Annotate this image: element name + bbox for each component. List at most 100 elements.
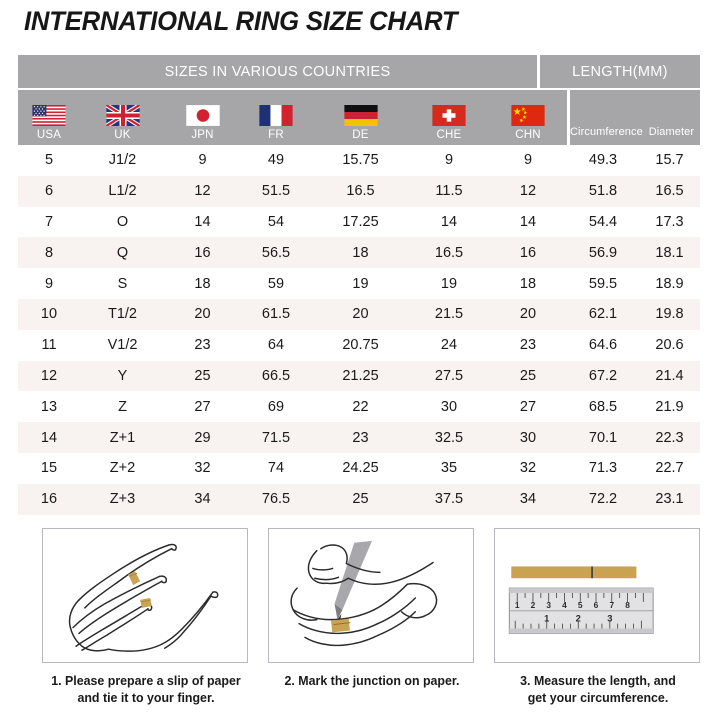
cell-uk: Z+1 [109, 429, 136, 446]
column-header-fr: FR [240, 90, 312, 145]
cell-che: 16.5 [434, 244, 464, 261]
cell-che: 35 [440, 460, 458, 477]
cell-diameter: 19.8 [655, 306, 684, 323]
cell-usa: 14 [40, 429, 58, 446]
cell-fr: 74 [267, 460, 285, 477]
cell-circumference: 67.2 [588, 367, 618, 384]
cell-uk: Z+3 [109, 491, 136, 508]
cell-jpn: 32 [194, 460, 211, 477]
cell-circumference: 54.4 [588, 213, 618, 230]
instruction-step-1: 1. Please prepare a slip of paper and ti… [42, 528, 250, 707]
cell-fr: 49 [267, 152, 285, 169]
country-columns-header: USA UK [18, 90, 567, 145]
cell-chn: 14 [519, 213, 537, 230]
cell-diameter: 23.1 [655, 491, 684, 508]
cell-de: 16.5 [346, 183, 375, 200]
header-divider-2 [567, 90, 570, 145]
cell-jpn: 14 [194, 213, 211, 230]
cell-de: 23 [352, 429, 369, 446]
cell-uk: Z [118, 398, 127, 415]
instruction-line-3a: 3. Measure the length, and [520, 673, 676, 688]
cell-diameter: 18.1 [655, 244, 684, 261]
cell-usa: 8 [44, 244, 54, 261]
column-label-circumference: Circumference [570, 126, 643, 138]
cell-circumference: 56.9 [588, 244, 618, 261]
column-header-chn: CHN [489, 90, 567, 145]
cell-jpn: 9 [198, 152, 207, 169]
cell-diameter: 20.6 [655, 337, 684, 354]
cell-circumference: 64.6 [588, 337, 618, 354]
cell-che: 27.5 [434, 367, 464, 384]
cell-circumference: 62.1 [588, 306, 618, 323]
cell-jpn: 25 [194, 367, 211, 384]
cell-de: 21.25 [342, 367, 379, 384]
cell-uk: Z+2 [109, 460, 136, 477]
ruler-top-tick-label: 3 [546, 600, 551, 610]
cell-uk: J1/2 [108, 152, 137, 169]
cell-diameter: 21.9 [655, 398, 684, 415]
cell-usa: 10 [40, 306, 58, 323]
cell-fr: 51.5 [261, 183, 291, 200]
cell-diameter: 17.3 [655, 213, 684, 230]
column-header-che: CHE [409, 90, 489, 145]
instructions-section: 1. Please prepare a slip of paper and ti… [0, 528, 720, 720]
cell-de: 22 [352, 398, 369, 415]
cell-circumference: 49.3 [588, 152, 618, 169]
cell-de: 20 [352, 306, 369, 323]
cell-chn: 32 [519, 460, 537, 477]
cell-diameter: 18.9 [655, 275, 684, 292]
table-row: 16 Z+3 34 76.5 25 37.5 34 72.2 23.1 [18, 483, 700, 515]
hand-marking-with-pen-illustration [268, 528, 474, 663]
cell-uk: S [117, 275, 128, 292]
cell-chn: 16 [519, 244, 537, 261]
ruler-bottom-tick-label: 1 [544, 614, 549, 624]
cell-diameter: 22.7 [655, 460, 684, 477]
ruler-top-tick-label: 2 [531, 600, 536, 610]
instruction-line-1b: and tie it to your finger. [77, 690, 215, 706]
cell-chn: 30 [519, 429, 537, 446]
cell-uk: L1/2 [108, 183, 137, 200]
column-header-jpn: JPN [165, 90, 240, 145]
table-row: 12 Y 25 66.5 21.25 27.5 25 67.2 21.4 [18, 360, 700, 392]
cell-diameter: 22.3 [655, 429, 684, 446]
ruler-top-tick-label: 6 [594, 600, 599, 610]
column-header-uk: UK [80, 90, 165, 145]
header-divider [537, 55, 540, 88]
cell-circumference: 72.2 [588, 491, 618, 508]
cell-chn: 34 [519, 491, 537, 508]
cell-usa: 5 [44, 152, 54, 169]
cell-de: 17.25 [342, 213, 379, 230]
cell-de: 25 [352, 491, 369, 508]
ruler-top-tick-label: 8 [625, 600, 630, 610]
table-row: 9 S 18 59 19 19 18 59.5 18.9 [18, 268, 700, 299]
cell-che: 21.5 [434, 306, 464, 323]
cell-fr: 56.5 [261, 244, 291, 261]
cell-che: 14 [440, 213, 458, 230]
hand-with-paper-strip-illustration [42, 528, 248, 663]
cell-che: 9 [444, 152, 454, 169]
table-row: 5 J1/2 9 49 15.75 9 9 49.3 15.7 [18, 145, 700, 176]
flag-germany-icon [343, 105, 378, 126]
cell-che: 30 [440, 398, 458, 415]
cell-chn: 23 [519, 337, 537, 354]
cell-fr: 76.5 [261, 491, 291, 508]
cell-fr: 64 [267, 337, 285, 354]
column-label-che: CHE [436, 129, 462, 141]
flag-usa-icon [32, 105, 66, 126]
cell-diameter: 21.4 [655, 367, 684, 384]
column-label-uk: UK [114, 129, 131, 141]
table-row: 6 L1/2 12 51.5 16.5 11.5 12 51.8 16.5 [18, 175, 700, 207]
column-header-de: DE [312, 90, 409, 145]
table-row: 7 O 14 54 17.25 14 14 54.4 17.3 [18, 206, 700, 238]
cell-usa: 16 [40, 491, 58, 508]
cell-che: 24 [440, 337, 458, 354]
cell-de: 15.75 [342, 152, 379, 169]
cell-uk: Q [116, 244, 129, 261]
ruler-top-tick-label: 5 [578, 600, 583, 610]
page-title: INTERNATIONAL RING SIZE CHART [24, 6, 458, 36]
cell-uk: Y [117, 367, 128, 384]
cell-circumference: 59.5 [588, 275, 618, 292]
cell-usa: 12 [40, 367, 58, 384]
